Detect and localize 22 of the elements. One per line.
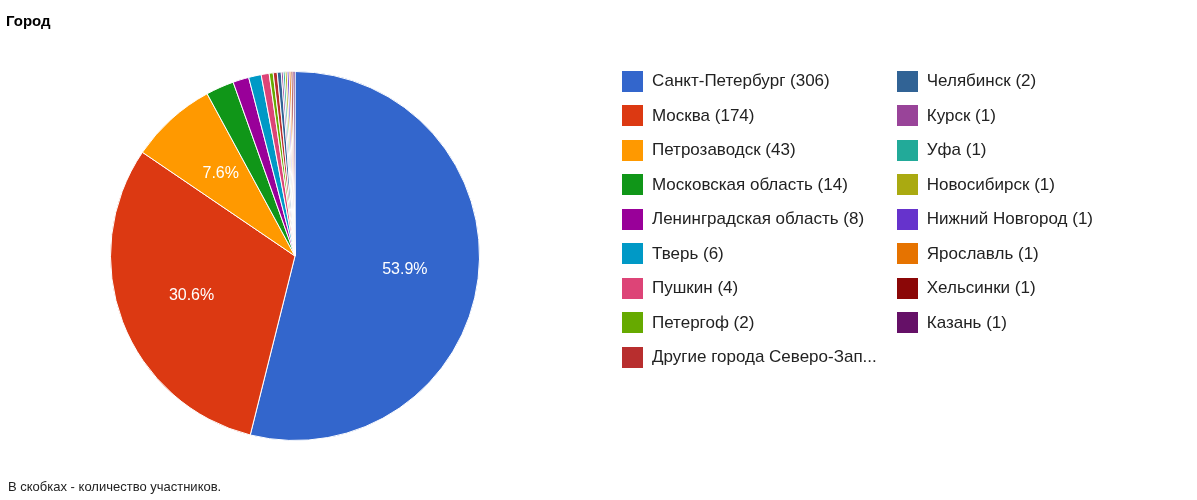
legend-label: Петергоф (2): [652, 312, 755, 333]
legend-label: Пушкин (4): [652, 278, 739, 299]
data-label: 30.6%: [168, 285, 215, 303]
legend-label: Челябинск (2): [926, 71, 1037, 92]
legend-label: Ленинградская область (8): [652, 209, 865, 230]
legend-label: Уфа (1): [926, 140, 987, 161]
legend-label: Казань (1): [926, 312, 1007, 333]
legend-label: Московская область (14): [652, 174, 848, 195]
legend-label: Новосибирск (1): [926, 174, 1055, 195]
legend-label: Ярославль (1): [926, 243, 1039, 264]
legend-label: Петрозаводск (43): [652, 140, 796, 161]
legend-label: Тверь (6): [652, 243, 724, 264]
legend-label: Нижний Новгород (1): [926, 209, 1094, 230]
data-label: 53.9%: [382, 259, 428, 277]
legend-label: Курск (1): [926, 105, 996, 126]
data-label: 7.6%: [202, 164, 239, 182]
legend-label: Санкт-Петербург (306): [652, 71, 830, 92]
legend-label: Другие города Северо-Зап...: [652, 347, 877, 368]
chart-title: Город: [6, 12, 51, 29]
text: В скобках - количество участников.: [8, 479, 222, 494]
legend-label: Хельсинки (1): [926, 278, 1036, 299]
legend-label: Москва (174): [652, 105, 755, 126]
